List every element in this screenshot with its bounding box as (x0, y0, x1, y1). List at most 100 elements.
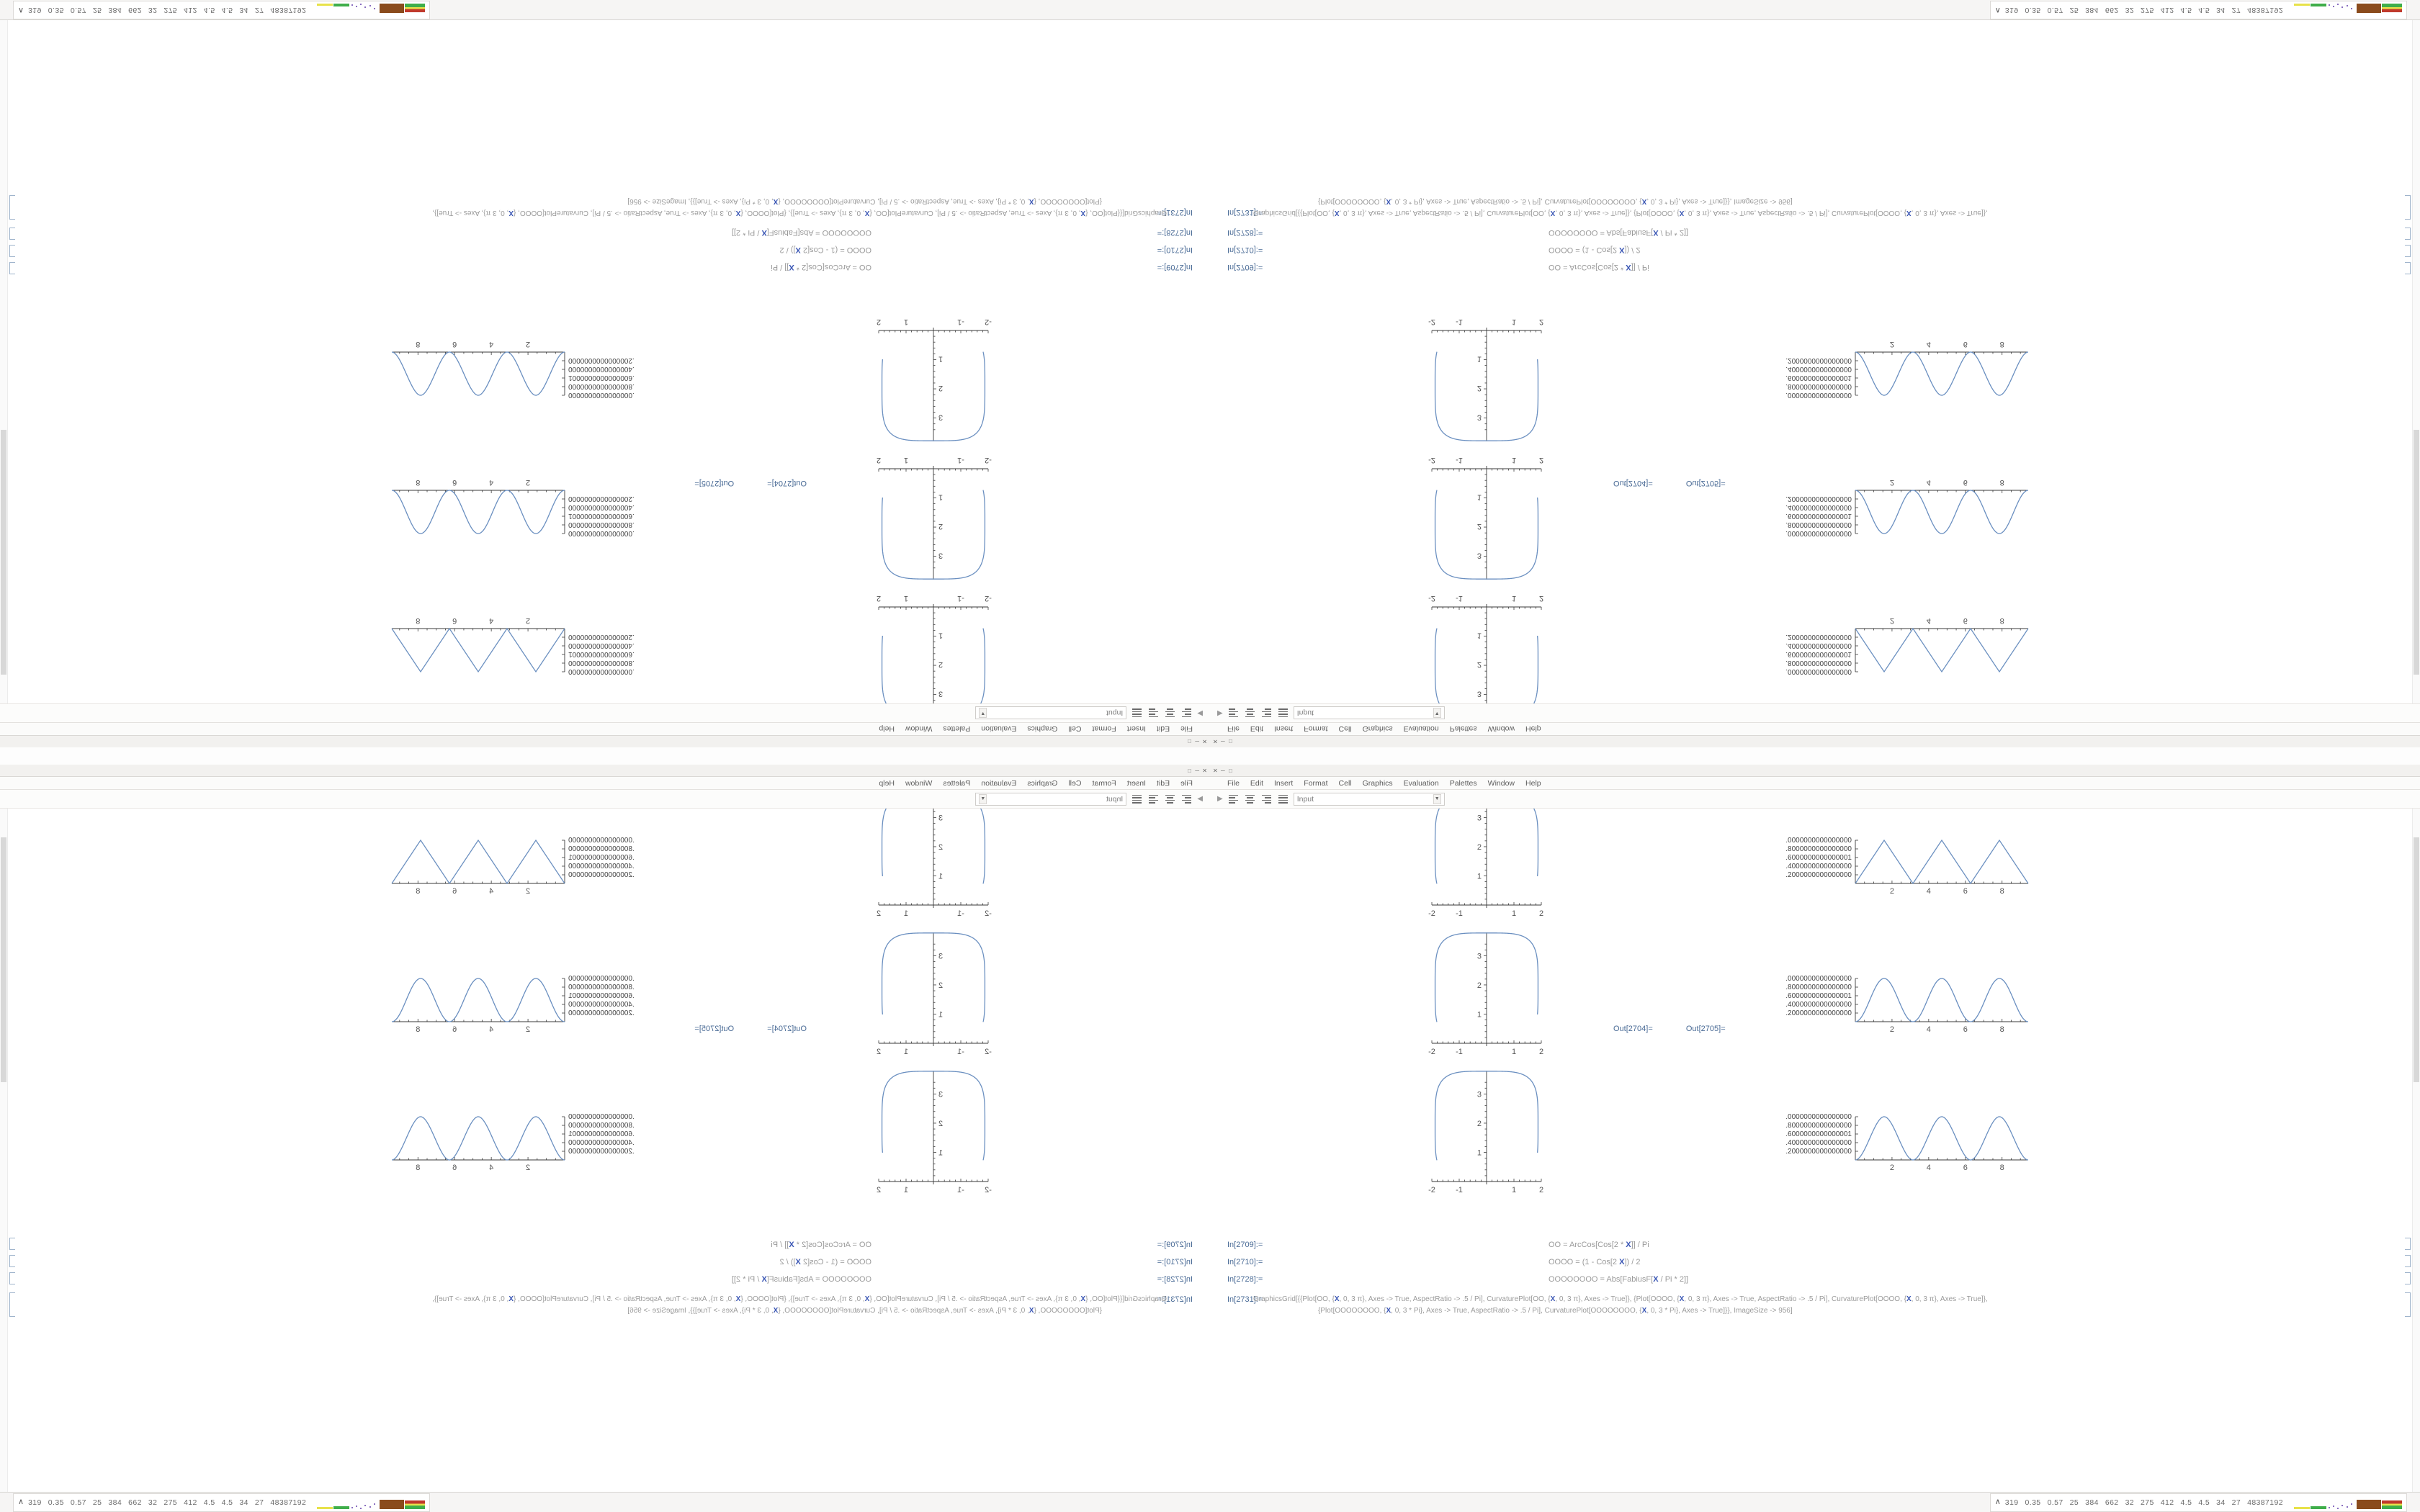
notebook-scrollbar-3[interactable] (0, 809, 8, 1492)
menu-graphics[interactable]: Graphics (1027, 724, 1058, 734)
close-icon-4[interactable]: ✕ (1213, 767, 1218, 774)
align-justify-icon[interactable] (1131, 708, 1143, 719)
cell-bracket[interactable] (2405, 245, 2411, 257)
menu-window[interactable]: Window (1487, 724, 1515, 734)
code-line[interactable]: OOOOOOOO = Abs[FabiusF[X / Pi * 2]] (731, 228, 871, 237)
cell-bracket[interactable] (2405, 228, 2411, 240)
cell-style-select[interactable]: Input ▼ (975, 706, 1127, 720)
menu-evaluation[interactable]: Evaluation (1403, 724, 1439, 734)
menu-cell[interactable]: Cell (1338, 778, 1352, 788)
menu-insert[interactable]: Insert (1126, 724, 1146, 734)
menu-window[interactable]: Window (905, 724, 933, 734)
align-center-icon-3[interactable] (1164, 793, 1176, 804)
menu-palettes[interactable]: Palettes (943, 778, 971, 788)
maximize-icon[interactable]: □ (1188, 738, 1191, 745)
notebook-pane-bottom-left[interactable]: ✕ ─ □ File Edit Insert Format Cell Graph… (0, 765, 1210, 1492)
align-right-icon-3[interactable] (1147, 793, 1160, 804)
close-icon-2[interactable]: ✕ (1213, 738, 1218, 745)
notebook-pane-top-right[interactable]: ✕ ─ □ File Edit Insert Format Cell Graph… (1210, 20, 2420, 747)
triangle-right-icon-4[interactable]: ▶ (1217, 795, 1223, 803)
minimize-icon-3[interactable]: ─ (1195, 767, 1199, 774)
cell-style-select-3[interactable]: Input ▼ (975, 792, 1127, 806)
cell-bracket[interactable] (9, 245, 15, 257)
align-right-icon[interactable] (1147, 708, 1160, 719)
code-line[interactable]: OO = ArcCos[Cos[2 * X]] / Pi (1549, 1241, 1649, 1249)
triangle-right-icon-2[interactable]: ▶ (1217, 709, 1223, 717)
menu-edit[interactable]: Edit (1250, 778, 1264, 788)
notebook-scrollbar-2[interactable] (2412, 20, 2420, 703)
menu-format[interactable]: Format (1304, 778, 1328, 788)
menu-edit[interactable]: Edit (1156, 724, 1170, 734)
cell-bracket[interactable] (2405, 262, 2411, 274)
align-center-icon[interactable] (1164, 708, 1176, 719)
code-line-graphicsgrid-b[interactable]: {Plot[OOOOOOOO, {X, 0, 3 * Pi}, Axes -> … (627, 197, 1102, 205)
menu-edit[interactable]: Edit (1250, 724, 1264, 734)
cell-bracket[interactable] (9, 228, 15, 240)
menu-evaluation[interactable]: Evaluation (981, 778, 1017, 788)
code-line-graphicsgrid-a[interactable]: GraphicsGrid[{{Plot[OO, {X, 0, 3 π}, Axe… (432, 1295, 1167, 1303)
menu-insert[interactable]: Insert (1274, 724, 1294, 734)
notebook-toolbar-2[interactable]: ▶ Input ▼ (1210, 703, 2420, 722)
code-line[interactable]: OOOOOOOO = Abs[FabiusF[X / Pi * 2]] (731, 1275, 871, 1284)
menu-palettes[interactable]: Palettes (1449, 724, 1477, 734)
cell-style-select-4[interactable]: Input ▼ (1293, 792, 1445, 806)
notebook-body-3[interactable]: -2 -1 1 2 1 2 3 2 4 6 8 1.0000000000000000 0.800000… (0, 809, 1210, 1492)
code-line[interactable]: OOOO = (1 - Cos[2 X]) / 2 (1549, 246, 1641, 254)
menu-format[interactable]: Format (1092, 778, 1116, 788)
triangle-right-icon-3[interactable]: ▶ (1197, 795, 1203, 803)
notebook-titlebar-3[interactable]: ✕ ─ □ (0, 765, 1210, 777)
menu-evaluation[interactable]: Evaluation (1403, 778, 1439, 788)
code-line[interactable]: OOOO = (1 - Cos[2 X]) / 2 (1549, 1258, 1641, 1266)
align-right-icon-2[interactable] (1260, 708, 1273, 719)
cell-bracket[interactable] (9, 1238, 15, 1250)
notebook-titlebar-4[interactable]: ✕ ─ □ (1210, 765, 2420, 777)
align-left-icon-3[interactable] (1180, 793, 1193, 804)
align-left-icon[interactable] (1180, 708, 1193, 719)
cell-style-select-2[interactable]: Input ▼ (1293, 706, 1445, 720)
cell-bracket[interactable] (9, 195, 15, 220)
notebook-menubar-3[interactable]: File Edit Insert Format Cell Graphics Ev… (0, 777, 1210, 790)
menu-file[interactable]: File (1227, 778, 1240, 788)
cell-bracket[interactable] (2405, 1272, 2411, 1284)
notebook-pane-bottom-right[interactable]: ✕ ─ □ File Edit Insert Format Cell Graph… (1210, 765, 2420, 1492)
menu-palettes[interactable]: Palettes (943, 724, 971, 734)
cell-bracket[interactable] (9, 1272, 15, 1284)
align-justify-icon-4[interactable] (1277, 793, 1289, 804)
cell-bracket[interactable] (9, 262, 15, 274)
notebook-body-4[interactable]: -2 -1 1 2 1 2 3 2 4 6 8 1.0000000000000000 0.800000… (1210, 809, 2420, 1492)
notebook-menubar-2[interactable]: File Edit Insert Format Cell Graphics Ev… (1210, 722, 2420, 735)
align-justify-icon-2[interactable] (1277, 708, 1289, 719)
align-center-icon-4[interactable] (1244, 793, 1256, 804)
menu-edit[interactable]: Edit (1156, 778, 1170, 788)
maximize-icon-4[interactable]: □ (1229, 767, 1232, 774)
align-left-icon-2[interactable] (1227, 708, 1240, 719)
notebook-titlebar[interactable]: ✕ ─ □ (0, 735, 1210, 747)
cell-bracket[interactable] (2405, 1238, 2411, 1250)
menu-help[interactable]: Help (879, 778, 895, 788)
menu-window[interactable]: Window (1487, 778, 1515, 788)
code-line[interactable]: OOOOOOOO = Abs[FabiusF[X / Pi * 2]] (1549, 228, 1689, 237)
cell-bracket[interactable] (2405, 1292, 2411, 1317)
notebook-scrollbar-4[interactable] (2412, 809, 2420, 1492)
code-line-graphicsgrid-b[interactable]: {Plot[OOOOOOOO, {X, 0, 3 * Pi}, Axes -> … (627, 1307, 1102, 1315)
code-line-graphicsgrid-a[interactable]: GraphicsGrid[{{Plot[OO, {X, 0, 3 π}, Axe… (432, 209, 1167, 217)
caret-down-icon-3[interactable]: ▼ (979, 793, 987, 804)
menu-evaluation[interactable]: Evaluation (981, 724, 1017, 734)
code-line-graphicsgrid-b[interactable]: {Plot[OOOOOOOO, {X, 0, 3 * Pi}, Axes -> … (1318, 1307, 1793, 1315)
menu-help[interactable]: Help (879, 724, 895, 734)
cell-bracket[interactable] (2405, 1255, 2411, 1267)
cell-bracket[interactable] (9, 1255, 15, 1267)
menu-file[interactable]: File (1180, 724, 1193, 734)
menu-format[interactable]: Format (1304, 724, 1328, 734)
menu-file[interactable]: File (1227, 724, 1240, 734)
notebook-toolbar-3[interactable]: ▶ Input ▼ (0, 790, 1210, 809)
code-line[interactable]: OO = ArcCos[Cos[2 * X]] / Pi (771, 263, 871, 271)
code-line-graphicsgrid-a[interactable]: GraphicsGrid[{{Plot[OO, {X, 0, 3 π}, Axe… (1253, 209, 1988, 217)
menu-format[interactable]: Format (1092, 724, 1116, 734)
cell-bracket[interactable] (9, 1292, 15, 1317)
code-line-graphicsgrid-b[interactable]: {Plot[OOOOOOOO, {X, 0, 3 * Pi}, Axes -> … (1318, 197, 1793, 205)
code-line[interactable]: OOOO = (1 - Cos[2 X]) / 2 (779, 1258, 871, 1266)
menu-insert[interactable]: Insert (1274, 778, 1294, 788)
double-chevron-up-icon-3[interactable]: ∧ (18, 1498, 24, 1506)
double-chevron-up-icon-4[interactable]: ∧ (1994, 1498, 2001, 1506)
